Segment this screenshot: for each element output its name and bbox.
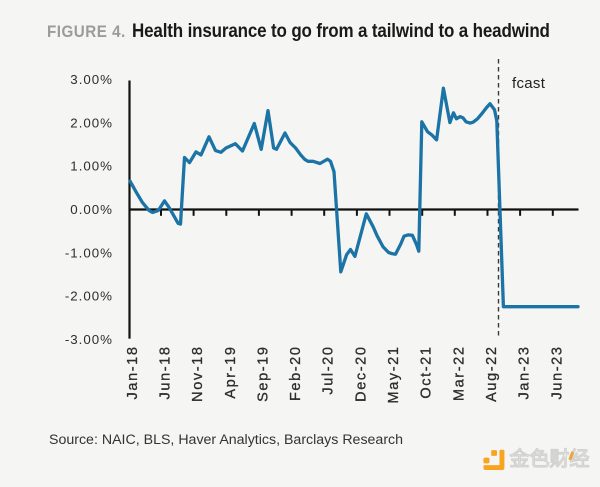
- svg-text:Jan-23: Jan-23: [517, 346, 533, 400]
- svg-text:Oct-21: Oct-21: [419, 346, 435, 399]
- svg-text:Aug-22: Aug-22: [484, 346, 500, 402]
- svg-text:Sep-19: Sep-19: [255, 346, 271, 402]
- svg-text:Health insurance to go from a: Health insurance to go from a tailwind t…: [132, 20, 550, 41]
- svg-text:Mar-22: Mar-22: [451, 346, 467, 402]
- svg-text:-2.00%: -2.00%: [65, 289, 113, 304]
- svg-text:Nov-18: Nov-18: [190, 346, 206, 402]
- svg-text:May-21: May-21: [386, 346, 402, 404]
- svg-text:Jul-20: Jul-20: [321, 346, 337, 395]
- svg-text:fcast: fcast: [512, 75, 546, 92]
- svg-text:Jun-18: Jun-18: [158, 346, 174, 400]
- svg-text:Dec-20: Dec-20: [353, 346, 369, 402]
- svg-text:Feb-20: Feb-20: [288, 346, 304, 402]
- svg-text:3.00%: 3.00%: [70, 72, 113, 87]
- svg-text:Jun-23: Jun-23: [549, 346, 565, 400]
- svg-text:Jan-18: Jan-18: [125, 346, 141, 400]
- svg-text:1.00%: 1.00%: [70, 159, 113, 174]
- svg-text:FIGURE 4.: FIGURE 4.: [47, 22, 126, 41]
- svg-text:2.00%: 2.00%: [70, 115, 113, 130]
- svg-text:-3.00%: -3.00%: [65, 332, 113, 347]
- svg-text:-1.00%: -1.00%: [65, 245, 113, 260]
- svg-text:Apr-19: Apr-19: [223, 346, 239, 399]
- svg-text:金色财经: 金色财经: [509, 447, 590, 471]
- svg-text:Source: NAIC, BLS, Haver Analy: Source: NAIC, BLS, Haver Analytics, Barc…: [49, 432, 403, 448]
- svg-text:0.00%: 0.00%: [70, 202, 113, 217]
